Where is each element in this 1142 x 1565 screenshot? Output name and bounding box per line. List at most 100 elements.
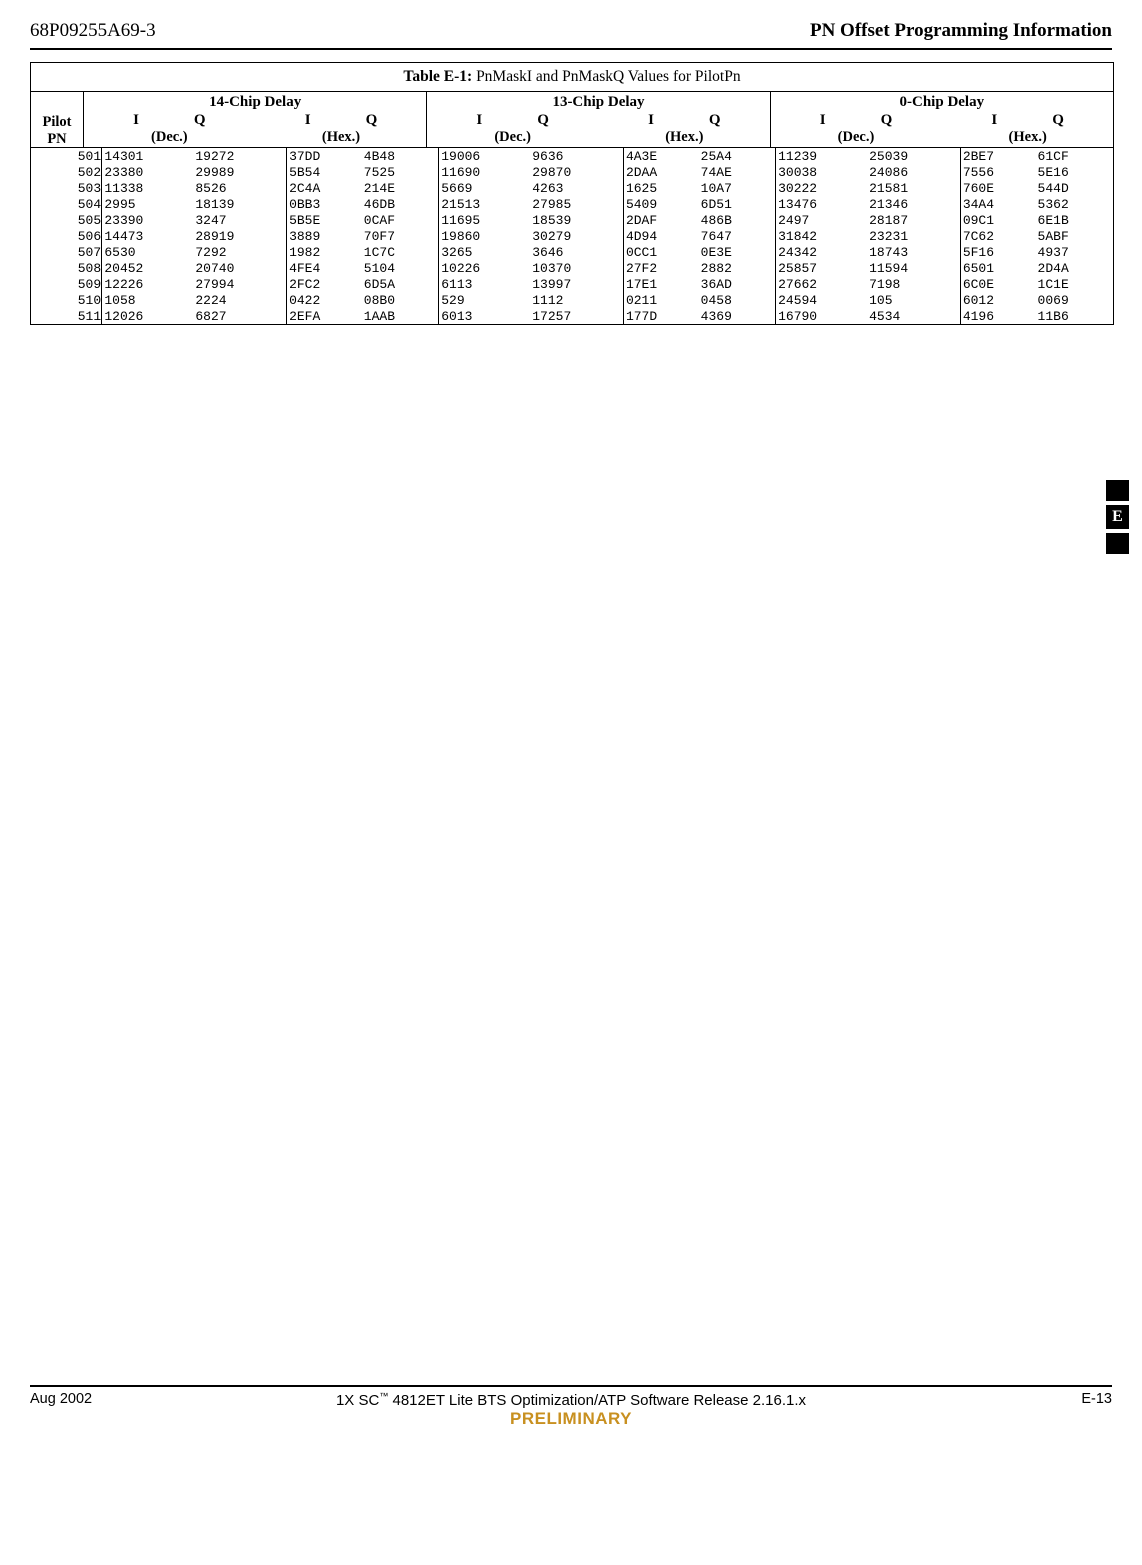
i-value: 19860 <box>441 228 532 244</box>
i-value: 1982 <box>289 244 364 260</box>
i-value: 4A3E <box>626 148 701 164</box>
q-label: Q <box>881 112 893 129</box>
pilot-pn-value: 501 <box>31 148 102 164</box>
q-value: 5E16 <box>1038 164 1113 180</box>
pilot-pn-value: 511 <box>31 308 102 324</box>
q-value: 29989 <box>195 164 286 180</box>
q-value: 21581 <box>869 180 960 196</box>
column-header-row: Pilot PN IQ (Dec.) IQ (Hex.) IQ (Dec.) <box>31 112 1113 148</box>
hex-label: (Hex.) <box>322 129 360 146</box>
q-value: 13997 <box>532 276 623 292</box>
i-value: 23380 <box>104 164 195 180</box>
i-value: 2BE7 <box>963 148 1038 164</box>
q-value: 0E3E <box>701 244 776 260</box>
i-value: 2DAF <box>626 212 701 228</box>
q-value: 6D51 <box>701 196 776 212</box>
i-value: 30038 <box>778 164 869 180</box>
hex-label: (Hex.) <box>665 129 703 146</box>
table-caption: Table E-1: PnMaskI and PnMaskQ Values fo… <box>31 63 1113 92</box>
q-value: 5362 <box>1038 196 1113 212</box>
i-label: I <box>476 112 482 129</box>
q-value: 4263 <box>532 180 623 196</box>
pilot-pn-value: 505 <box>31 212 102 228</box>
q-value: 30279 <box>532 228 623 244</box>
i-value: 5669 <box>441 180 532 196</box>
i-value: 17E1 <box>626 276 701 292</box>
pilot-pn-value: 506 <box>31 228 102 244</box>
q-value: 6827 <box>195 308 286 324</box>
q-value: 0CAF <box>364 212 439 228</box>
dec-label: (Dec.) <box>494 129 531 146</box>
i-value: 529 <box>441 292 532 308</box>
i-value: 11690 <box>441 164 532 180</box>
doc-number: 68P09255A69-3 <box>30 20 156 42</box>
hdr-0-hex: IQ (Hex.) <box>941 112 1113 147</box>
q-value: 7292 <box>195 244 286 260</box>
table-row: 5031133885262C4A214E56694263162510A73022… <box>31 180 1113 196</box>
i-value: 6C0E <box>963 276 1038 292</box>
i-value: 2DAA <box>626 164 701 180</box>
hdr-14-dec: IQ (Dec.) <box>84 112 255 147</box>
q-value: 19272 <box>195 148 286 164</box>
i-value: 16790 <box>778 308 869 324</box>
i-value: 10226 <box>441 260 532 276</box>
hex-label: (Hex.) <box>1009 129 1047 146</box>
pilot-label-1: Pilot <box>31 114 83 131</box>
i-value: 24342 <box>778 244 869 260</box>
q-value: 21346 <box>869 196 960 212</box>
i-value: 5B54 <box>289 164 364 180</box>
q-value: 25039 <box>869 148 960 164</box>
i-label: I <box>305 112 311 129</box>
side-tab: E <box>1106 480 1129 554</box>
table-row: 50820452207404FE45104102261037027F228822… <box>31 260 1113 276</box>
q-value: 10370 <box>532 260 623 276</box>
i-value: 23390 <box>104 212 195 228</box>
table-row: 5042995181390BB346DB215132798554096D5113… <box>31 196 1113 212</box>
hdr-13-hex: IQ (Hex.) <box>598 112 770 147</box>
i-value: 2EFA <box>289 308 364 324</box>
q-value: 1AAB <box>364 308 439 324</box>
i-value: 6113 <box>441 276 532 292</box>
q-value: 61CF <box>1038 148 1113 164</box>
i-value: 11338 <box>104 180 195 196</box>
q-label: Q <box>1052 112 1064 129</box>
i-value: 12026 <box>104 308 195 324</box>
i-value: 4196 <box>963 308 1038 324</box>
i-value: 6013 <box>441 308 532 324</box>
table-row: 5076530729219821C7C326536460CC10E3E24342… <box>31 244 1113 260</box>
i-value: 13476 <box>778 196 869 212</box>
table-caption-rest: PnMaskI and PnMaskQ Values for PilotPn <box>472 68 740 85</box>
i-value: 7C62 <box>963 228 1038 244</box>
pilot-pn-value: 510 <box>31 292 102 308</box>
pilot-pn-value: 503 <box>31 180 102 196</box>
q-value: 23231 <box>869 228 960 244</box>
i-value: 5409 <box>626 196 701 212</box>
i-value: 4FE4 <box>289 260 364 276</box>
q-value: 74AE <box>701 164 776 180</box>
hdr-0-dec: IQ (Dec.) <box>771 112 942 147</box>
q-value: 1C7C <box>364 244 439 260</box>
q-value: 27994 <box>195 276 286 292</box>
q-value: 10A7 <box>701 180 776 196</box>
i-value: 5B5E <box>289 212 364 228</box>
q-value: 7198 <box>869 276 960 292</box>
q-value: 24086 <box>869 164 960 180</box>
page-footer: Aug 2002 1X SC™ 4812ET Lite BTS Optimiza… <box>30 1391 1112 1429</box>
i-value: 760E <box>963 180 1038 196</box>
table-caption-bold: Table E-1: <box>403 68 472 85</box>
footer-divider <box>30 1385 1112 1387</box>
i-value: 14301 <box>104 148 195 164</box>
delay-header-row: 14-Chip Delay 13-Chip Delay 0-Chip Delay <box>31 92 1113 112</box>
table-row: 5061447328919388970F719860302794D9476473… <box>31 228 1113 244</box>
i-value: 6530 <box>104 244 195 260</box>
q-value: 5ABF <box>1038 228 1113 244</box>
i-value: 0CC1 <box>626 244 701 260</box>
q-value: 28187 <box>869 212 960 228</box>
i-value: 20452 <box>104 260 195 276</box>
i-value: 0422 <box>289 292 364 308</box>
q-value: 46DB <box>364 196 439 212</box>
q-value: 11594 <box>869 260 960 276</box>
q-value: 11B6 <box>1038 308 1113 324</box>
q-value: 544D <box>1038 180 1113 196</box>
q-value: 3646 <box>532 244 623 260</box>
